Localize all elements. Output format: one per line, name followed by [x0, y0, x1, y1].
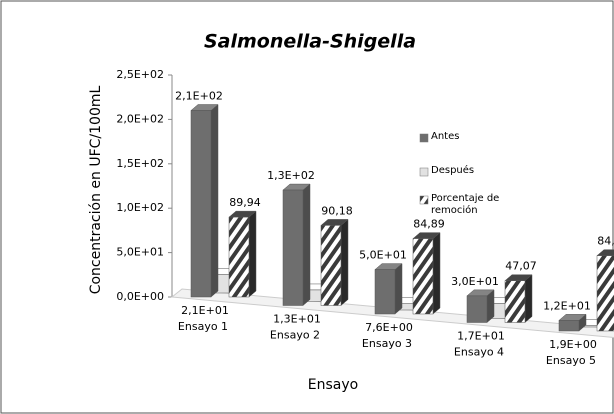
- bar: [412, 238, 434, 315]
- value-label: 2,1E+01: [181, 304, 229, 317]
- bar: [504, 280, 526, 323]
- chart-title: Salmonella-Shigella: [204, 31, 416, 53]
- bar-side: [340, 218, 349, 307]
- bar-side: [432, 232, 441, 315]
- bar-side: [302, 183, 311, 307]
- y-tick-label: 1,0E+02: [116, 201, 164, 214]
- value-label: 90,18: [321, 204, 353, 217]
- x-tick-label: Ensayo 1: [178, 320, 228, 333]
- y-tick-label: 0,0E+00: [116, 290, 164, 303]
- legend-swatch: [419, 167, 429, 177]
- legend-label: Porcentaje de remoción: [431, 193, 500, 216]
- y-tick-label: 1,5E+02: [116, 157, 164, 170]
- legend-label: Después: [431, 165, 475, 176]
- legend-swatch: [419, 133, 429, 143]
- value-label: 47,07: [505, 260, 537, 273]
- value-label: 1,3E+01: [273, 313, 321, 326]
- bar: [190, 110, 212, 298]
- x-tick-label: Ensayo 3: [362, 337, 412, 350]
- x-tick-label: Ensayo 2: [270, 329, 320, 342]
- bar: [466, 295, 488, 323]
- bar-side: [210, 103, 219, 298]
- bar-side: [248, 210, 257, 298]
- bar: [320, 225, 342, 306]
- bar-side: [524, 274, 533, 324]
- legend-entry: Después: [431, 165, 475, 176]
- bar-side: [394, 263, 403, 315]
- y-tick-label: 2,5E+02: [116, 68, 164, 81]
- value-label: 1,9E+00: [549, 338, 597, 351]
- legend-label: Antes: [431, 131, 460, 142]
- value-label: 1,3E+02: [267, 169, 315, 182]
- bar: [596, 255, 614, 332]
- value-label: 7,6E+00: [365, 321, 413, 334]
- legend-entry: Porcentaje de remoción: [431, 193, 500, 216]
- y-axis-label: Concentración en UFC/100mL: [88, 86, 104, 295]
- bar: [374, 269, 396, 315]
- legend-swatch: [419, 195, 429, 205]
- value-label: 1,7E+01: [457, 330, 505, 343]
- bar: [282, 189, 304, 306]
- x-axis-label: Ensayo: [308, 377, 358, 393]
- value-label: 84,89: [413, 218, 445, 231]
- x-tick-label: Ensayo 4: [454, 346, 504, 359]
- x-tick-label: Ensayo 5: [546, 354, 596, 367]
- y-tick-label: 2,0E+02: [116, 112, 164, 125]
- bar: [558, 320, 580, 332]
- value-label: 5,0E+01: [359, 249, 407, 262]
- bar: [228, 216, 250, 298]
- value-label: 2,1E+02: [175, 90, 223, 103]
- value-label: 3,0E+01: [451, 275, 499, 288]
- value-label: 1,2E+01: [543, 299, 591, 312]
- legend-entry: Antes: [431, 131, 460, 142]
- y-tick-label: 5,0E+01: [116, 246, 164, 259]
- value-label: 84,82: [597, 235, 614, 248]
- value-label: 89,94: [229, 196, 261, 209]
